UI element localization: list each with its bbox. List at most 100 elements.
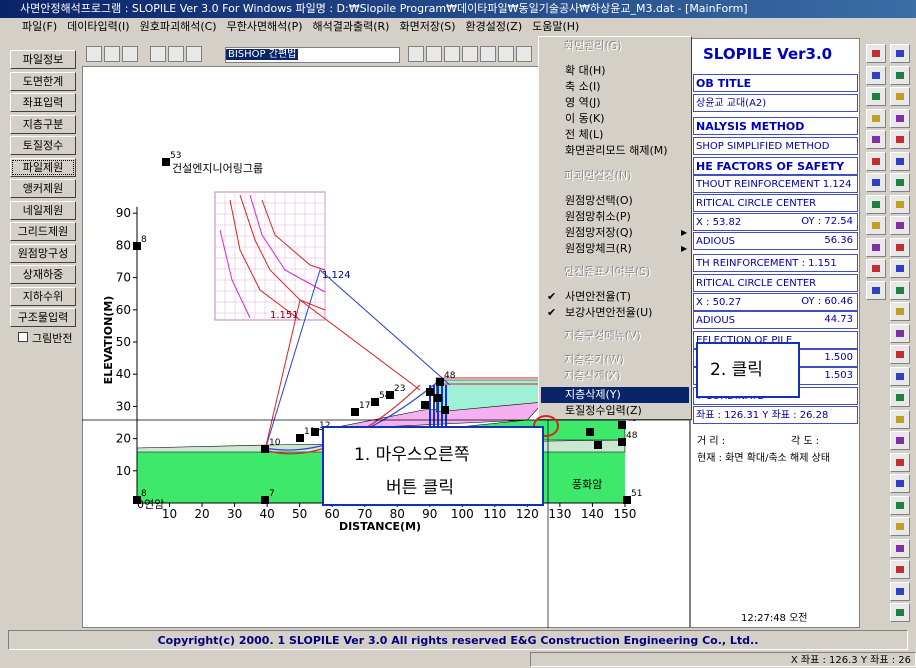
tool-icon[interactable] [890, 538, 910, 558]
menu-item[interactable]: 확 대(H) [565, 64, 606, 77]
check-mark: ✔ [547, 290, 557, 303]
tool-icon[interactable] [890, 280, 910, 300]
tool-icon[interactable] [866, 173, 886, 192]
callout-click: 2. 클릭 [696, 342, 800, 398]
tool-icon[interactable] [890, 65, 910, 85]
tool-icon[interactable] [866, 108, 886, 128]
tool-icon[interactable] [890, 216, 910, 235]
menu-item[interactable]: 지층삭제(Y) [541, 387, 689, 403]
menu-item: 화면관리(G) [565, 40, 623, 53]
tool-icon[interactable] [890, 431, 910, 450]
menu-item[interactable]: 해석결과출력(R) [312, 20, 390, 33]
method-combo[interactable]: BISHOP 간편법 [225, 47, 400, 63]
menu-bar: 파일(F) 데이타입력(I) 원호파괴해석(C) 무한사면해석(P) 해석결과출력(R)… [0, 18, 916, 36]
tool-icon[interactable] [866, 237, 886, 257]
tool-icon[interactable] [866, 194, 886, 214]
side-button[interactable]: 지층구분 [10, 114, 76, 134]
tool-icon[interactable] [890, 130, 910, 149]
menu-item[interactable]: 이 동(K) [565, 112, 605, 125]
menu-item[interactable]: 영 역(J) [565, 96, 601, 109]
side-button[interactable]: 파일정보 [10, 50, 76, 69]
tool-icon[interactable] [890, 173, 910, 192]
menu-item[interactable]: 원점망저장(Q) [565, 226, 633, 239]
tool-icon[interactable] [890, 560, 910, 579]
tool-icon[interactable] [104, 46, 120, 62]
menu-item[interactable]: 도움말(H) [532, 20, 580, 33]
tool-icon[interactable] [408, 46, 424, 62]
side-button[interactable]: 파일제원 [10, 157, 76, 177]
tool-icon[interactable] [890, 108, 910, 128]
menu-item[interactable]: 원점망선택(O) [565, 194, 633, 207]
tool-icon[interactable] [890, 517, 910, 536]
menu-item[interactable]: 화면관리모드 해제(M) [565, 144, 668, 157]
tool-icon[interactable] [890, 452, 910, 472]
tool-icon[interactable] [890, 323, 910, 343]
tool-icon[interactable] [890, 388, 910, 407]
tool-icon[interactable] [890, 603, 910, 622]
tool-icon[interactable] [890, 151, 910, 171]
side-button[interactable]: 토질정수 [10, 136, 76, 155]
tool-icon[interactable] [890, 302, 910, 321]
panel-value: 44.73 [824, 314, 853, 325]
menu-item[interactable]: 데이타입력(I) [67, 20, 130, 33]
tool-icon[interactable] [866, 130, 886, 149]
side-button[interactable]: 네일제원 [10, 200, 76, 220]
tool-icon[interactable] [890, 474, 910, 493]
menu-item[interactable]: 원점망취소(P) [565, 210, 631, 223]
tool-icon[interactable] [890, 581, 910, 601]
tool-icon[interactable] [866, 65, 886, 85]
tool-icon[interactable] [122, 46, 138, 62]
side-button[interactable]: 상재하중 [10, 265, 76, 284]
side-button[interactable]: 앵커제원 [10, 179, 76, 198]
tool-icon[interactable] [866, 216, 886, 235]
checkbox[interactable]: 그림반전 [18, 330, 72, 346]
side-button[interactable]: 그리드제원 [10, 222, 76, 241]
tool-icon[interactable] [890, 194, 910, 214]
menu-item: 파괴면설정(N) [565, 170, 633, 183]
tool-icon[interactable] [890, 495, 910, 515]
tool-icon[interactable] [866, 280, 886, 300]
tool-icon[interactable] [86, 46, 102, 62]
tool-icon[interactable] [462, 46, 478, 62]
check-mark: ✔ [547, 306, 557, 319]
checkbox-box [18, 332, 28, 342]
menu-item[interactable]: 전 체(L) [565, 128, 604, 141]
tool-icon[interactable] [890, 345, 910, 364]
tool-icon[interactable] [150, 46, 166, 62]
tool-icon[interactable] [890, 409, 910, 429]
tool-icon[interactable] [866, 151, 886, 171]
menu-item[interactable]: 사면안전율(T) [565, 290, 631, 303]
side-button[interactable]: 지하수위 [10, 286, 76, 306]
side-button[interactable]: 도면한계 [10, 71, 76, 91]
tool-icon[interactable] [890, 259, 910, 278]
menu-item[interactable]: 환경설정(Z) [465, 20, 523, 33]
tool-icon[interactable] [480, 46, 496, 62]
menu-item[interactable]: 원점망체크(R) [565, 242, 632, 255]
tool-icon[interactable] [866, 44, 886, 63]
tool-icon[interactable] [866, 259, 886, 278]
menu-item[interactable]: 보강사면안전율(U) [565, 306, 653, 319]
menu-item[interactable]: 파일(F) [22, 20, 58, 33]
tool-icon[interactable] [890, 44, 910, 63]
tool-icon[interactable] [444, 46, 460, 62]
menu-item[interactable]: 축 소(I) [565, 80, 601, 93]
menu-item[interactable]: 무한사면해석(P) [226, 20, 303, 33]
tool-icon[interactable] [890, 87, 910, 106]
menu-item: 안전율표시여부(S) [565, 266, 652, 279]
menu-item[interactable]: 화면저장(S) [399, 20, 456, 33]
tool-icon[interactable] [516, 46, 532, 62]
icon-toolbar [862, 40, 916, 630]
menu-item[interactable]: 토질정수입력(Z) [565, 404, 642, 417]
tool-icon[interactable] [498, 46, 514, 62]
menu-item[interactable]: 원호파괴해석(C) [139, 20, 217, 33]
tool-icon[interactable] [426, 46, 442, 62]
tool-icon[interactable] [890, 237, 910, 257]
side-button[interactable]: 원점망구성 [10, 243, 76, 263]
side-button[interactable]: 구조물입력 [10, 308, 76, 327]
tool-icon[interactable] [866, 87, 886, 106]
side-button[interactable]: 좌표입력 [10, 93, 76, 112]
title-bar: 사면안정해석프로그램 : SLOPILE Ver 3.0 For Windows… [0, 0, 916, 18]
tool-icon[interactable] [186, 46, 202, 62]
tool-icon[interactable] [168, 46, 184, 62]
tool-icon[interactable] [890, 366, 910, 386]
